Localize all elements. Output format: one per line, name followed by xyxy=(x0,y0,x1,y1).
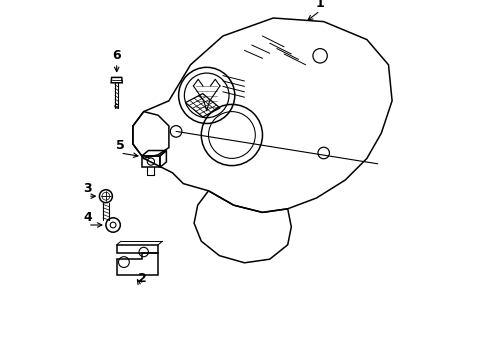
Text: 5: 5 xyxy=(116,139,124,152)
Text: 1: 1 xyxy=(315,0,324,10)
Text: 4: 4 xyxy=(83,211,92,224)
Text: 3: 3 xyxy=(83,183,92,195)
Text: 2: 2 xyxy=(137,273,146,285)
Text: 6: 6 xyxy=(112,49,121,62)
